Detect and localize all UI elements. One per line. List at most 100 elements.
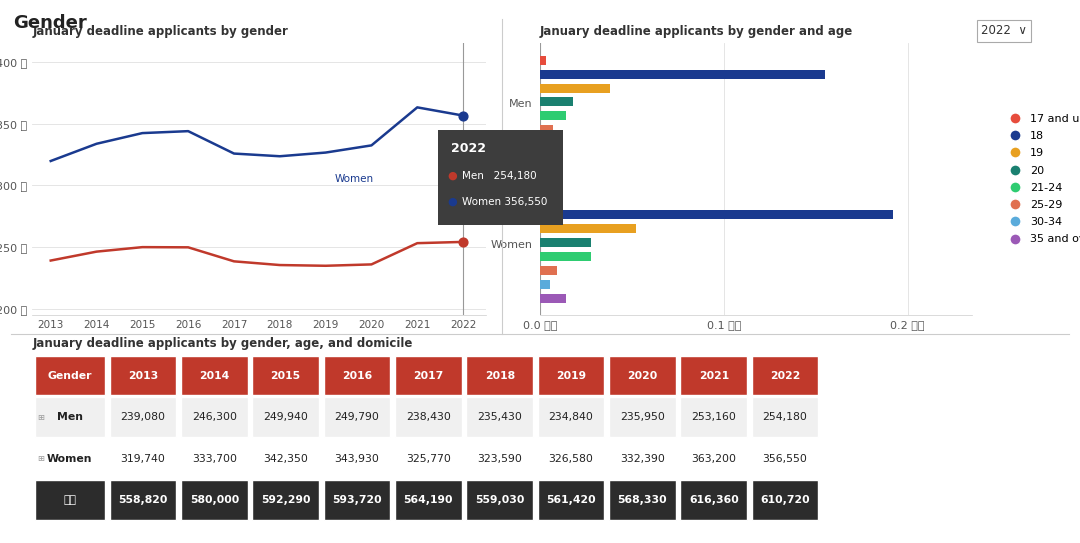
Text: Gender: Gender [48,370,92,381]
Text: 246,300: 246,300 [192,412,237,422]
Text: 235,430: 235,430 [477,412,522,422]
FancyBboxPatch shape [538,397,605,437]
Text: Men: Men [509,99,532,109]
FancyBboxPatch shape [609,356,676,395]
FancyBboxPatch shape [609,481,676,520]
Point [455,111,472,120]
Text: 2015: 2015 [271,370,300,381]
Text: 610,720: 610,720 [760,495,810,505]
Bar [540,153,553,162]
FancyBboxPatch shape [609,397,676,437]
Text: 561,420: 561,420 [546,495,596,505]
Bar [540,84,610,92]
Bar [540,294,566,302]
Text: 235,950: 235,950 [620,412,665,422]
FancyBboxPatch shape [467,481,534,520]
Text: 356,550: 356,550 [762,453,808,464]
Text: 342,350: 342,350 [264,453,308,464]
Text: 564,190: 564,190 [404,495,454,505]
Text: 2022  ∨: 2022 ∨ [981,24,1027,37]
FancyBboxPatch shape [680,397,747,437]
FancyBboxPatch shape [680,481,747,520]
FancyBboxPatch shape [35,397,105,437]
Text: ⊞: ⊞ [37,413,44,421]
Legend: 17 and under, 18, 19, 20, 21-24, 25-29, 30-34, 35 and over: 17 and under, 18, 19, 20, 21-24, 25-29, … [999,110,1080,249]
Text: 239,080: 239,080 [121,412,165,422]
FancyBboxPatch shape [395,397,461,437]
Text: 254,180: 254,180 [762,412,808,422]
Text: Women 356,550: Women 356,550 [462,197,548,206]
Bar [540,139,549,148]
FancyBboxPatch shape [752,481,819,520]
FancyBboxPatch shape [680,356,747,395]
FancyBboxPatch shape [395,439,461,478]
Text: 238,430: 238,430 [406,412,450,422]
Text: 593,720: 593,720 [333,495,382,505]
FancyBboxPatch shape [538,356,605,395]
Text: 568,330: 568,330 [618,495,667,505]
Text: January deadline applicants by gender: January deadline applicants by gender [32,25,288,38]
Bar [540,224,636,233]
Text: 2020: 2020 [627,370,658,381]
FancyBboxPatch shape [324,397,390,437]
Text: 580,000: 580,000 [190,495,239,505]
FancyBboxPatch shape [181,439,247,478]
FancyBboxPatch shape [35,356,105,395]
FancyBboxPatch shape [35,481,105,520]
Text: ⊞: ⊞ [37,454,44,463]
Text: Women: Women [335,174,374,184]
FancyBboxPatch shape [181,397,247,437]
FancyBboxPatch shape [538,481,605,520]
Text: 2017: 2017 [414,370,444,381]
Text: Gender: Gender [13,14,86,31]
Text: 2021: 2021 [699,370,729,381]
FancyBboxPatch shape [253,356,319,395]
Point [455,238,472,247]
Bar [540,266,556,275]
Bar [540,70,825,79]
Text: ●: ● [447,197,457,206]
Bar [540,56,545,65]
FancyBboxPatch shape [324,481,390,520]
FancyBboxPatch shape [110,439,176,478]
Text: Women: Women [490,240,532,250]
FancyBboxPatch shape [253,397,319,437]
FancyBboxPatch shape [110,356,176,395]
Text: ●: ● [447,171,457,181]
Bar [540,197,546,205]
FancyBboxPatch shape [110,481,176,520]
Bar [540,97,573,106]
Text: 319,740: 319,740 [121,453,165,464]
Text: 2022: 2022 [451,142,486,155]
FancyBboxPatch shape [467,356,534,395]
FancyBboxPatch shape [395,481,461,520]
Text: 2014: 2014 [199,370,229,381]
Bar [540,280,550,289]
FancyBboxPatch shape [395,356,461,395]
Text: Men   254,180: Men 254,180 [462,171,537,181]
Text: 326,580: 326,580 [549,453,594,464]
Text: January deadline applicants by gender, age, and domicile: January deadline applicants by gender, a… [32,337,413,350]
FancyBboxPatch shape [752,439,819,478]
FancyBboxPatch shape [253,439,319,478]
Text: 323,590: 323,590 [477,453,522,464]
FancyBboxPatch shape [538,439,605,478]
Bar [540,210,893,219]
Bar [540,111,566,121]
Text: 592,290: 592,290 [261,495,310,505]
FancyBboxPatch shape [253,481,319,520]
Bar [540,238,592,247]
Text: 363,200: 363,200 [691,453,737,464]
FancyBboxPatch shape [324,356,390,395]
Text: 2018: 2018 [485,370,515,381]
Text: Women: Women [48,453,93,464]
Text: 253,160: 253,160 [691,412,737,422]
FancyBboxPatch shape [324,439,390,478]
Text: 249,790: 249,790 [335,412,379,422]
FancyBboxPatch shape [35,439,105,478]
FancyBboxPatch shape [680,439,747,478]
Text: 558,820: 558,820 [119,495,167,505]
FancyBboxPatch shape [110,397,176,437]
Text: 343,930: 343,930 [335,453,379,464]
Text: 559,030: 559,030 [475,495,525,505]
